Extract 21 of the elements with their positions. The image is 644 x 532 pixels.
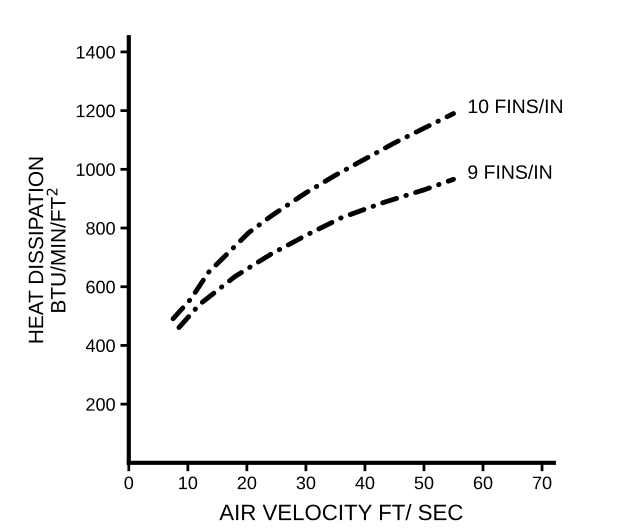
y-axis-title: HEAT DISSIPATION BTU/MIN/FT$^{2}$ (28, 158, 66, 343)
y-tick-label: 600 (86, 280, 115, 294)
series-label: 10 FINS/IN (468, 98, 562, 114)
line-series (170, 111, 456, 322)
series-label: 9 FINS/IN (468, 164, 552, 179)
x-tick-label: 70 (532, 476, 552, 490)
x-axis-title: AIR VELOCITY FT/ SEC (219, 504, 463, 520)
x-tick-label: 10 (179, 476, 198, 490)
y-tick-label: 1400 (76, 46, 115, 59)
x-tick-label: 30 (296, 476, 316, 490)
x-tick-label: 50 (414, 476, 434, 490)
line-series (176, 176, 456, 330)
y-tick-label: 1200 (76, 104, 115, 118)
y-tick-label: 1000 (76, 163, 115, 176)
x-tick-label: 40 (355, 476, 374, 490)
y-tick-label: 200 (86, 398, 115, 411)
y-tick-label: 400 (86, 339, 115, 352)
y-tick-label: 800 (86, 222, 115, 235)
x-tick-label: 60 (474, 476, 492, 490)
x-tick-label: 20 (238, 476, 256, 490)
x-tick-label: 0 (124, 476, 134, 490)
